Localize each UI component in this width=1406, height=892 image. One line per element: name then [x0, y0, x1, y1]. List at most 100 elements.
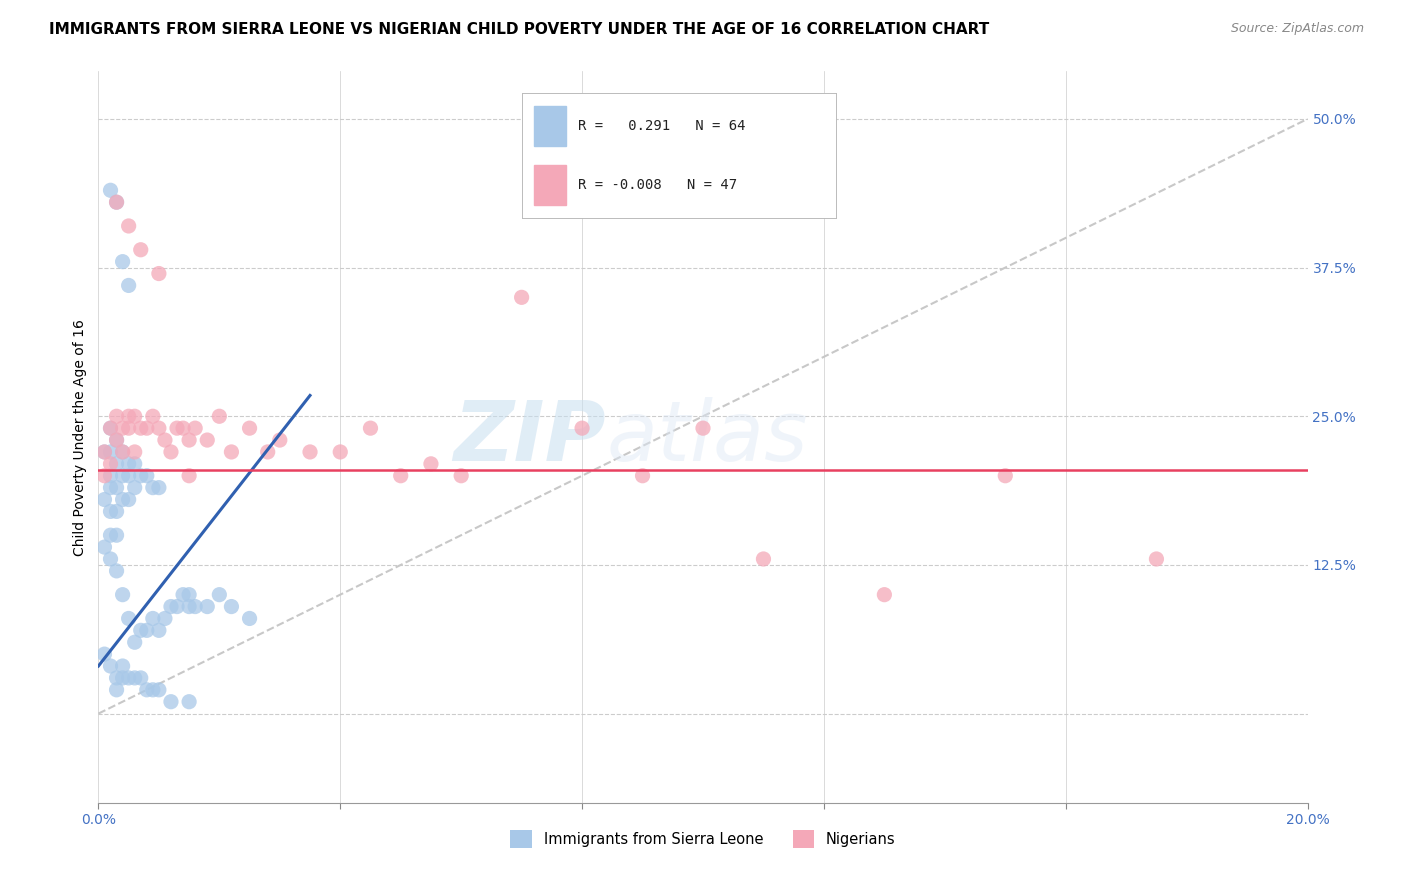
Point — [166, 599, 188, 614]
Point — [148, 481, 170, 495]
Point — [118, 492, 141, 507]
Point — [135, 624, 157, 638]
Point — [172, 421, 194, 435]
Point — [100, 421, 122, 435]
Point — [135, 468, 157, 483]
Y-axis label: Child Poverty Under the Age of 16: Child Poverty Under the Age of 16 — [73, 318, 87, 556]
Point — [100, 183, 122, 197]
Point — [172, 588, 194, 602]
Point — [129, 421, 152, 435]
Point — [93, 445, 115, 459]
Point — [153, 611, 176, 625]
Point — [420, 457, 443, 471]
Point — [124, 671, 146, 685]
Point — [124, 481, 146, 495]
Point — [994, 468, 1017, 483]
Point — [129, 624, 152, 638]
Point — [124, 457, 146, 471]
Point — [105, 481, 128, 495]
Point — [100, 468, 122, 483]
Point — [148, 682, 170, 697]
Point — [105, 671, 128, 685]
Point — [179, 468, 201, 483]
Point — [389, 468, 412, 483]
Point — [631, 468, 654, 483]
Point — [118, 468, 141, 483]
Point — [184, 421, 207, 435]
Text: ZIP: ZIP — [454, 397, 606, 477]
Point — [329, 445, 352, 459]
Point — [111, 588, 134, 602]
Point — [118, 278, 141, 293]
Point — [105, 195, 128, 210]
Point — [873, 588, 896, 602]
Point — [100, 504, 122, 518]
Point — [160, 445, 183, 459]
Point — [299, 445, 322, 459]
Point — [118, 611, 141, 625]
Point — [105, 682, 128, 697]
Point — [195, 599, 218, 614]
Point — [184, 599, 207, 614]
Point — [111, 492, 134, 507]
Point — [129, 468, 152, 483]
Point — [148, 624, 170, 638]
Text: IMMIGRANTS FROM SIERRA LEONE VS NIGERIAN CHILD POVERTY UNDER THE AGE OF 16 CORRE: IMMIGRANTS FROM SIERRA LEONE VS NIGERIAN… — [49, 22, 990, 37]
Text: atlas: atlas — [606, 397, 808, 477]
Point — [153, 433, 176, 447]
Point — [105, 504, 128, 518]
Point — [124, 409, 146, 424]
Point — [124, 445, 146, 459]
Point — [100, 445, 122, 459]
Point — [135, 421, 157, 435]
Point — [105, 564, 128, 578]
Point — [93, 540, 115, 554]
Point — [221, 599, 243, 614]
Point — [105, 409, 128, 424]
Point — [124, 635, 146, 649]
Text: Source: ZipAtlas.com: Source: ZipAtlas.com — [1230, 22, 1364, 36]
Point — [256, 445, 278, 459]
Point — [179, 588, 201, 602]
Point — [93, 445, 115, 459]
Point — [118, 409, 141, 424]
Point — [166, 421, 188, 435]
Point — [142, 611, 165, 625]
Point — [111, 445, 134, 459]
Point — [118, 421, 141, 435]
Point — [111, 254, 134, 268]
Point — [752, 552, 775, 566]
Point — [129, 671, 152, 685]
Point — [148, 421, 170, 435]
Point — [105, 195, 128, 210]
Point — [1144, 552, 1167, 566]
Point — [221, 445, 243, 459]
Point — [142, 481, 165, 495]
Point — [195, 433, 218, 447]
Point — [100, 528, 122, 542]
Point — [111, 421, 134, 435]
Point — [111, 445, 134, 459]
Point — [571, 421, 593, 435]
Point — [100, 552, 122, 566]
Point — [239, 611, 262, 625]
Point — [129, 243, 152, 257]
Point — [100, 421, 122, 435]
Point — [118, 219, 141, 233]
Point — [692, 421, 714, 435]
Point — [93, 468, 115, 483]
Point — [148, 267, 170, 281]
Point — [111, 468, 134, 483]
Point — [208, 588, 231, 602]
Point — [118, 671, 141, 685]
Point — [100, 457, 122, 471]
Point — [179, 433, 201, 447]
Point — [360, 421, 382, 435]
Point — [111, 671, 134, 685]
Point — [105, 433, 128, 447]
Point — [510, 290, 533, 304]
Legend: Immigrants from Sierra Leone, Nigerians: Immigrants from Sierra Leone, Nigerians — [505, 824, 901, 854]
Point — [239, 421, 262, 435]
Point — [160, 695, 183, 709]
Point — [208, 409, 231, 424]
